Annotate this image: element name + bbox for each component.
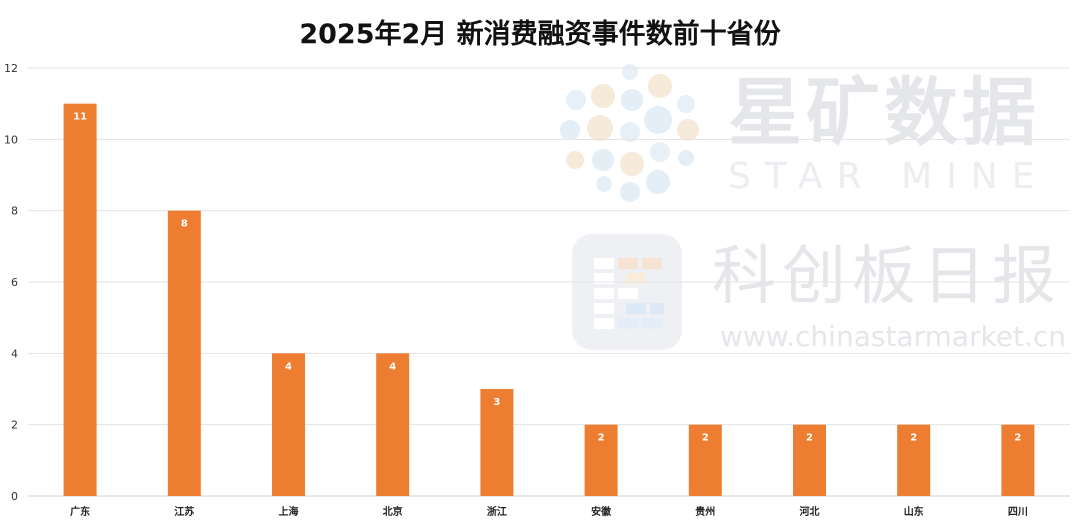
kcb-logo: [572, 234, 682, 350]
x-tick-label: 上海: [279, 505, 299, 518]
x-tick-label: 山东: [904, 505, 924, 518]
data-label: 3: [493, 397, 500, 408]
data-label: 8: [181, 219, 188, 230]
data-label: 4: [285, 361, 292, 372]
bar-3: [272, 353, 305, 496]
y-tick-label: 2: [11, 419, 18, 432]
data-label: 2: [806, 433, 813, 444]
bar-8: [793, 424, 826, 496]
x-tick-label: 广东: [70, 505, 90, 518]
x-tick-label: 北京: [383, 505, 403, 518]
data-label: 4: [389, 361, 396, 372]
watermark-kcb-url: www.chinastarmarket.cn: [720, 320, 1066, 353]
y-tick-label: 4: [11, 347, 18, 360]
y-tick-label: 8: [11, 205, 18, 218]
bar-9: [897, 424, 931, 496]
x-axis-labels: 广东 江苏 上海 北京 浙江 安徽 贵州 河北 山东 四川: [70, 505, 1028, 518]
data-label: 2: [702, 433, 709, 444]
data-label: 2: [1014, 433, 1021, 444]
x-tick-label: 四川: [1008, 506, 1028, 518]
data-label: 2: [910, 433, 917, 444]
bar-10: [1001, 424, 1035, 496]
x-tick-label: 浙江: [487, 505, 507, 518]
x-tick-label: 贵州: [695, 505, 715, 518]
bar-5: [480, 389, 514, 496]
bars: [63, 103, 1035, 497]
data-label: 2: [598, 433, 605, 444]
star-mine-logo: [560, 64, 699, 202]
watermark-star-mine-en: STAR MINE: [728, 156, 1048, 197]
data-label: 11: [73, 112, 87, 123]
watermark: 星矿数据 STAR MINE 科创板日报 www.chinastarm: [560, 64, 1066, 353]
y-tick-label: 12: [4, 62, 18, 75]
x-tick-label: 河北: [800, 505, 820, 518]
x-tick-label: 江苏: [174, 505, 194, 518]
y-axis-ticks: 0 2 4 6 8 10 12: [4, 62, 18, 503]
bar-1: [63, 103, 97, 497]
bar-2: [167, 210, 201, 496]
watermark-star-mine-cn: 星矿数据: [728, 70, 1040, 156]
x-tick-label: 安徽: [591, 505, 612, 518]
data-labels: 11 8 4 4 3 2 2 2 2 2: [73, 112, 1021, 444]
bar-6: [584, 424, 618, 496]
y-tick-label: 0: [11, 490, 18, 503]
watermark-kcb-cn: 科创板日报: [712, 240, 1062, 314]
bar-4: [376, 353, 410, 496]
bar-7: [688, 424, 722, 496]
chart-title: 2025年2月 新消费融资事件数前十省份: [299, 19, 781, 50]
y-tick-label: 6: [11, 276, 18, 289]
y-tick-label: 10: [4, 133, 18, 146]
gridlines: [28, 67, 1070, 497]
